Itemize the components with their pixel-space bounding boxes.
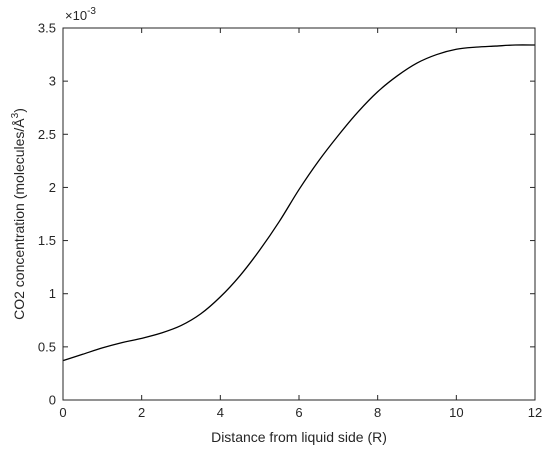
y-axis-label: CO2 concentration (molecules/Å3): [10, 108, 27, 320]
x-tick-label: 2: [138, 405, 145, 420]
x-tick-label: 0: [59, 405, 66, 420]
y-multiplier-exponent: -3: [87, 6, 96, 17]
y-tick-label: 3: [49, 74, 56, 89]
x-tick-label: 10: [449, 405, 463, 420]
y-tick-label: 0.5: [38, 339, 56, 354]
x-tick-label: 8: [374, 405, 381, 420]
y-axis-label-sup: 3: [10, 112, 21, 118]
y-tick-label: 1: [49, 286, 56, 301]
y-axis-label-main: CO2 concentration (molecules/Å: [11, 118, 27, 320]
x-tick-label: 6: [295, 405, 302, 420]
y-tick-label: 2: [49, 180, 56, 195]
y-multiplier-base: ×10: [65, 8, 87, 23]
ticks-layer: 0 2 4 6 8 10 12 0 0.5 1 1.5 2 2.5 3 3.5: [38, 21, 542, 421]
y-tick-label: 0: [49, 393, 56, 408]
y-tick-label: 2.5: [38, 127, 56, 142]
y-multiplier-label: ×10-3: [65, 6, 96, 23]
x-tick-label: 12: [528, 405, 542, 420]
y-tick-label: 3.5: [38, 21, 56, 36]
concentration-line: [62, 44, 536, 362]
x-tick-label: 4: [217, 405, 224, 420]
plot-frame: [62, 27, 536, 401]
y-axis-label-close: ): [11, 108, 27, 113]
x-axis-label: Distance from liquid side (R): [211, 429, 387, 445]
y-tick-label: 1.5: [38, 233, 56, 248]
